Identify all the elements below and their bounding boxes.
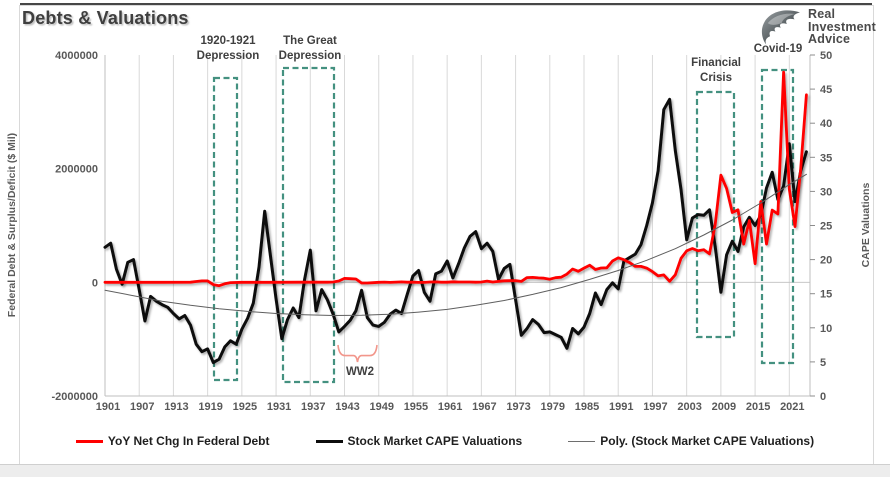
chart-frame xyxy=(19,5,874,466)
right-axis-tick-label: 20 xyxy=(820,255,832,267)
logo-line-1: Real xyxy=(808,7,836,22)
series-line-1 xyxy=(103,97,808,365)
brand-logo: Real Investment Advice xyxy=(757,6,876,48)
x-axis-tick-label: 1997 xyxy=(643,401,667,413)
top-divider xyxy=(20,3,872,5)
annotation-line: WW2 xyxy=(346,366,374,378)
x-axis-tick-label: 1937 xyxy=(301,401,325,413)
x-axis-tick-label: 1919 xyxy=(198,401,222,413)
annotation-line: The Great xyxy=(283,35,337,47)
x-axis-tick-label: 1931 xyxy=(267,401,291,413)
x-axis-tick-label: 1961 xyxy=(438,401,462,413)
right-axis-tick-label: 40 xyxy=(820,118,832,130)
ww2-brace xyxy=(337,344,378,363)
x-axis-tick-label: 1985 xyxy=(575,401,599,413)
left-axis-tick-label: 2000000 xyxy=(55,164,98,176)
right-axis-title: CAPE Valuations xyxy=(860,183,872,268)
bottom-band xyxy=(0,464,890,477)
left-axis-tick-label: 0 xyxy=(92,277,98,289)
series-lines xyxy=(103,70,808,365)
annotation-boxes xyxy=(212,66,795,384)
x-axis-tick-label: 1913 xyxy=(164,401,188,413)
x-axis-tick-label: 1949 xyxy=(369,401,393,413)
legend-item-cape: Stock Market CAPE Valuations xyxy=(315,434,523,448)
annotation-label-financial-crisis: Financial Crisis xyxy=(691,57,741,84)
legend-label: Poly. (Stock Market CAPE Valuations) xyxy=(600,434,815,448)
annotation-line: Crisis xyxy=(700,72,732,84)
chart-title: Debts & Valuations xyxy=(22,8,189,28)
x-axis-tick-label: 2009 xyxy=(712,401,736,413)
x-axis-tick-label: 2021 xyxy=(780,401,804,413)
x-axis-tick-label: 1979 xyxy=(541,401,565,413)
x-axis-tick-label: 1973 xyxy=(506,401,530,413)
series-line-0 xyxy=(103,70,808,288)
annotation-line: Depression xyxy=(197,50,260,62)
x-axis-tick-label: 1943 xyxy=(335,401,359,413)
x-axis-tick-label: 1925 xyxy=(233,401,257,413)
right-axis-tick-label: 35 xyxy=(820,152,832,164)
series-line-2 xyxy=(104,173,807,316)
highlight-box-covid-19 xyxy=(760,68,795,365)
legend-label: YoY Net Chg In Federal Debt xyxy=(107,434,270,448)
annotation-label-covid-19: Covid-19 xyxy=(754,43,803,55)
legend-item-federal-debt: YoY Net Chg In Federal Debt xyxy=(75,434,270,448)
x-axis-tick-label: 1907 xyxy=(130,401,154,413)
right-axis-tick-label: 25 xyxy=(820,221,832,233)
legend: YoY Net Chg In Federal Debt Stock Market… xyxy=(0,434,890,448)
annotation-label-ww2: WW2 xyxy=(346,366,374,378)
left-axis-tick-label: 4000000 xyxy=(55,50,98,62)
gridlines xyxy=(104,55,790,396)
left-axis-title: Federal Debt & Surplus/Deficit ($ Mil) xyxy=(6,133,18,317)
highlight-box-depression-1920 xyxy=(212,76,239,382)
right-axis-tick-label: 0 xyxy=(820,391,826,403)
left-axis-tick-label: -2000000 xyxy=(52,391,99,403)
annotation-labels: 1920-1921 Depression The Great Depression Fi… xyxy=(197,35,803,378)
right-axis-tick-label: 10 xyxy=(820,323,832,335)
right-axis-tick-label: 15 xyxy=(820,289,832,301)
x-axis-tick-label: 1967 xyxy=(472,401,496,413)
annotation-line: Covid-19 xyxy=(754,43,803,55)
x-axis-tick-label: 1955 xyxy=(404,401,428,413)
annotation-line: Depression xyxy=(279,50,342,62)
legend-swatch-red-line xyxy=(75,439,103,443)
legend-item-poly: Poly. (Stock Market CAPE Valuations) xyxy=(568,434,814,448)
x-axis-tick-label: 2015 xyxy=(746,401,770,413)
logo-line-3: Advice xyxy=(808,32,851,47)
legend-swatch-poly-line xyxy=(568,440,596,442)
legend-label: Stock Market CAPE Valuations xyxy=(347,434,523,448)
annotation-label-depression-1920: 1920-1921 Depression xyxy=(197,35,260,62)
right-axis-tick-label: 5 xyxy=(820,357,826,369)
annotation-label-great-depression: The Great Depression xyxy=(279,35,342,62)
right-axis-tick-label: 50 xyxy=(820,50,832,62)
annotation-line: Financial xyxy=(691,57,741,69)
x-axis-tick-label: 1901 xyxy=(96,401,120,413)
eagle-logo-icon xyxy=(761,10,800,45)
annotation-line: 1920-1921 xyxy=(201,35,257,47)
brand-logo-text: Real Investment Advice xyxy=(808,8,876,46)
logo-line-2: Investment xyxy=(808,19,876,34)
legend-swatch-black-line xyxy=(315,439,343,443)
x-axis-tick-label: 1991 xyxy=(609,401,633,413)
x-axis-tick-label: 2003 xyxy=(677,401,701,413)
right-axis-tick-label: 30 xyxy=(820,186,832,198)
highlight-box-great-depression xyxy=(281,66,336,384)
right-axis-tick-label: 45 xyxy=(820,84,832,96)
